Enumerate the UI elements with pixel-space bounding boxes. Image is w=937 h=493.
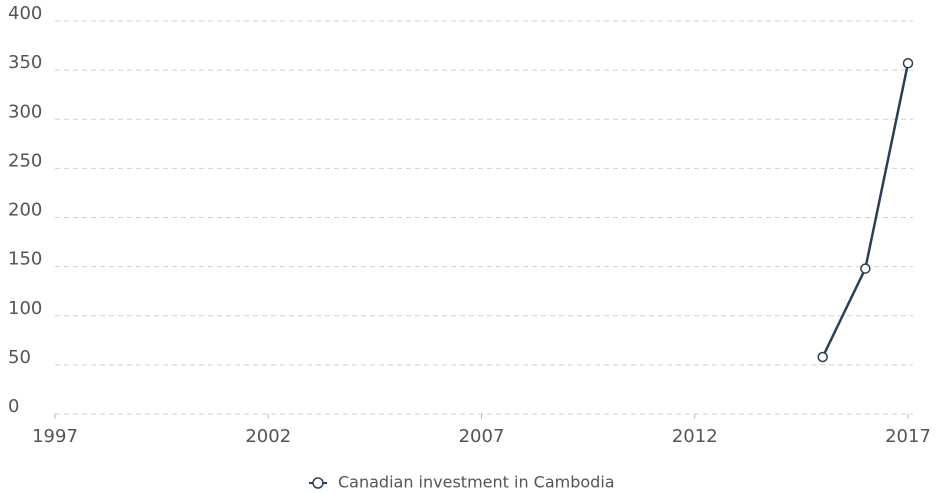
y-tick-label: 350 bbox=[8, 52, 42, 73]
y-tick-label: 0 bbox=[8, 396, 19, 417]
y-tick-label: 50 bbox=[8, 347, 31, 368]
y-tick-label: 300 bbox=[8, 101, 42, 122]
x-tick-label: 1997 bbox=[32, 426, 78, 447]
x-tick-label: 2002 bbox=[245, 426, 291, 447]
legend-marker bbox=[312, 477, 324, 489]
line bbox=[821, 62, 910, 358]
legend-text: Canadian investment in Cambodia bbox=[338, 473, 615, 492]
y-tick-label: 200 bbox=[8, 200, 42, 221]
x-tick-label: 2017 bbox=[885, 426, 931, 447]
y-tick-label: 250 bbox=[8, 150, 42, 171]
y-tick-label: 400 bbox=[8, 3, 42, 24]
point bbox=[817, 351, 828, 363]
y-tick-label: 100 bbox=[8, 298, 42, 319]
point bbox=[902, 57, 914, 69]
x-tick-label: 2012 bbox=[672, 426, 718, 447]
x-tick-label: 2007 bbox=[459, 426, 505, 447]
point bbox=[860, 263, 871, 274]
y-tick-label: 150 bbox=[8, 249, 42, 270]
